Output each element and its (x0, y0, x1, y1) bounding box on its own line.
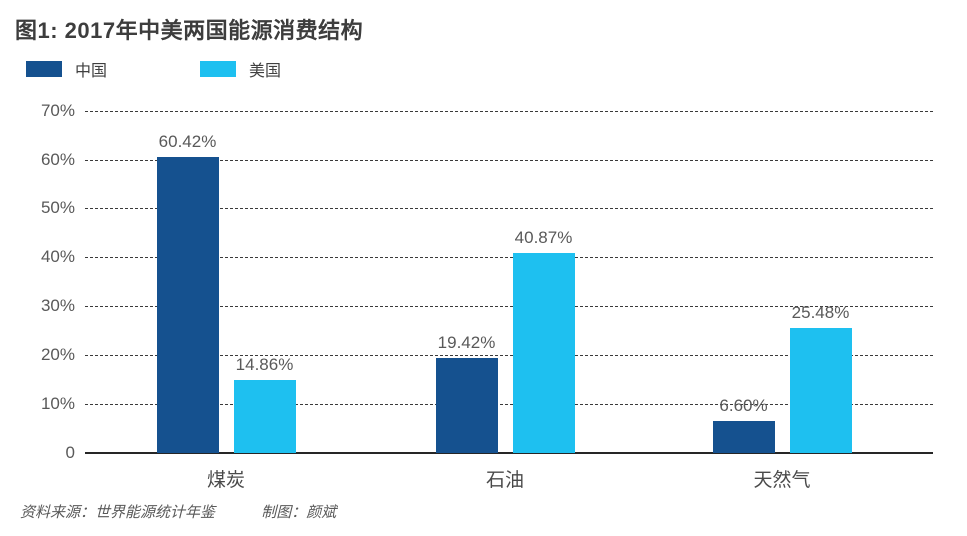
legend-item-china: 中国 (26, 60, 108, 80)
bar-value-美国-天然气: 25.48% (791, 303, 850, 323)
x-axis-line (85, 452, 933, 454)
legend-swatch-china (26, 61, 62, 77)
gridline-10% (85, 404, 933, 406)
gridline-20% (85, 355, 933, 357)
bar-中国-天然气 (712, 420, 775, 453)
gridline-50% (85, 208, 933, 210)
source-text: 资料来源：世界能源统计年鉴 (20, 504, 216, 521)
x-category-label: 石油 (485, 470, 524, 491)
credit-text: 制图：颜斌 (261, 504, 337, 521)
y-tick-label: 70% (40, 100, 75, 120)
legend-item-usa: 美国 (200, 60, 282, 80)
x-category-label: 天然气 (753, 470, 811, 491)
legend-swatch-usa (200, 61, 236, 77)
bar-中国-石油 (435, 358, 498, 453)
gridline-60% (85, 159, 933, 161)
y-tick-label: 50% (40, 198, 75, 218)
chart-title: 图1: 2017年中美两国能源消费结构 (15, 18, 364, 43)
bar-value-中国-天然气: 6.60% (719, 395, 768, 415)
bar-美国-煤炭 (233, 380, 296, 453)
bar-value-中国-煤炭: 60.42% (158, 132, 217, 152)
y-tick-label: 60% (40, 149, 75, 169)
gridline-30% (85, 306, 933, 308)
y-tick-label: 20% (40, 345, 75, 365)
bar-美国-石油 (512, 253, 575, 453)
y-tick-label: 0 (65, 443, 75, 462)
y-tick-label: 40% (40, 247, 75, 267)
legend-label-usa: 美国 (249, 63, 282, 80)
source-note: 资料来源：世界能源统计年鉴 制图：颜斌 (20, 501, 336, 522)
bar-value-美国-煤炭: 14.86% (235, 355, 294, 375)
bar-value-美国-石油: 40.87% (514, 228, 573, 248)
bar-美国-天然气 (789, 328, 852, 453)
gridline-70% (85, 110, 933, 112)
gridline-40% (85, 257, 933, 259)
bar-value-中国-石油: 19.42% (437, 333, 496, 352)
bar-中国-煤炭 (156, 157, 219, 453)
x-category-label: 煤炭 (206, 470, 245, 491)
y-tick-label: 30% (40, 296, 75, 316)
legend-label-china: 中国 (75, 63, 108, 80)
y-tick-label: 10% (40, 394, 75, 414)
